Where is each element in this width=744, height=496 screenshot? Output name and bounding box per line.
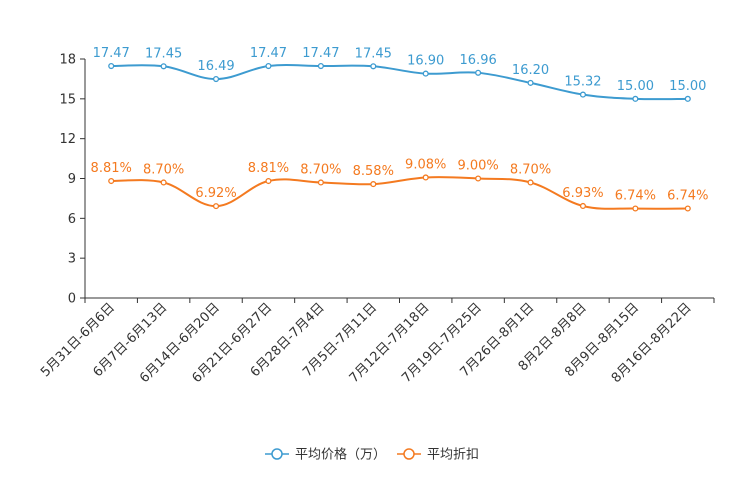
- data-point[interactable]: [212, 203, 220, 210]
- data-point[interactable]: [475, 69, 482, 76]
- data-point[interactable]: [265, 177, 272, 185]
- data-point[interactable]: [579, 202, 587, 210]
- legend-label: 平均折扣: [427, 448, 479, 463]
- y-tick-label: 9: [68, 172, 76, 187]
- data-point[interactable]: [108, 62, 115, 70]
- data-point[interactable]: [265, 62, 272, 70]
- data-point[interactable]: [160, 179, 167, 186]
- data-label: 8.81%: [248, 161, 289, 176]
- data-label: 6.74%: [615, 189, 656, 204]
- y-tick-label: 12: [59, 132, 76, 147]
- data-label: 15.00: [617, 79, 654, 94]
- data-point[interactable]: [108, 177, 115, 185]
- data-point[interactable]: [475, 175, 482, 182]
- series-layer: 17.47 17.45 16.49 17.47 17.47 17.45 16.90 16.96…: [91, 46, 708, 212]
- data-point[interactable]: [370, 181, 377, 188]
- data-label: 9.00%: [457, 159, 498, 174]
- data-label: 16.49: [197, 59, 234, 74]
- data-label: 8.58%: [353, 164, 394, 179]
- data-point[interactable]: [684, 95, 691, 102]
- data-point[interactable]: [422, 70, 429, 77]
- data-point[interactable]: [579, 91, 587, 98]
- legend-label: 平均价格（万）: [295, 447, 386, 463]
- data-label: 6.93%: [562, 186, 603, 201]
- data-label: 17.47: [250, 46, 287, 61]
- data-label: 9.08%: [405, 157, 446, 172]
- y-tick-label: 18: [59, 53, 76, 68]
- legend-marker-icon: [403, 448, 415, 460]
- legend-item-average-discount[interactable]: 平均折扣: [397, 448, 479, 463]
- data-point[interactable]: [212, 75, 220, 83]
- series-average-price: 17.47 17.45 16.49 17.47 17.47 17.45 16.90 16.96…: [93, 46, 706, 102]
- series-line: [111, 176, 688, 210]
- data-point[interactable]: [632, 205, 639, 212]
- data-point[interactable]: [632, 95, 639, 102]
- y-tick-label: 6: [68, 212, 76, 227]
- data-label: 17.47: [93, 46, 130, 61]
- data-label: 8.81%: [91, 161, 132, 176]
- data-label: 17.47: [302, 46, 339, 61]
- data-label: 6.92%: [195, 186, 236, 201]
- series-line: [111, 63, 688, 101]
- data-point[interactable]: [422, 174, 429, 181]
- data-point[interactable]: [370, 63, 377, 70]
- data-label: 17.45: [145, 46, 182, 61]
- data-label: 16.90: [407, 54, 444, 69]
- legend-item-average-price[interactable]: 平均价格（万）: [265, 447, 386, 463]
- data-point[interactable]: [160, 63, 167, 70]
- data-label: 8.70%: [510, 162, 551, 177]
- data-label: 16.96: [460, 53, 497, 68]
- data-label: 6.74%: [667, 189, 708, 204]
- data-label: 17.45: [355, 46, 392, 61]
- data-point[interactable]: [317, 62, 324, 70]
- data-label: 15.32: [564, 75, 601, 90]
- data-label: 8.70%: [300, 162, 341, 177]
- chart-axes: 03691215185月31日-6月6日6月7日-6月13日6月14日-6月20…: [38, 53, 715, 386]
- y-tick-label: 0: [68, 292, 76, 307]
- data-point[interactable]: [317, 179, 324, 186]
- data-label: 16.20: [512, 63, 549, 78]
- series-average-discount: 8.81% 8.70% 6.92% 8.81% 8.70% 8.58% 9.08% 9.00%…: [91, 157, 708, 212]
- data-point[interactable]: [527, 179, 534, 186]
- data-point[interactable]: [527, 79, 534, 86]
- data-label: 15.00: [669, 79, 706, 94]
- chart-legend[interactable]: 平均价格（万） 平均折扣: [265, 447, 479, 463]
- y-tick-label: 15: [59, 92, 76, 107]
- legend-marker-icon: [271, 448, 283, 460]
- data-point[interactable]: [684, 205, 691, 212]
- data-label: 8.70%: [143, 162, 184, 177]
- y-tick-label: 3: [68, 252, 76, 267]
